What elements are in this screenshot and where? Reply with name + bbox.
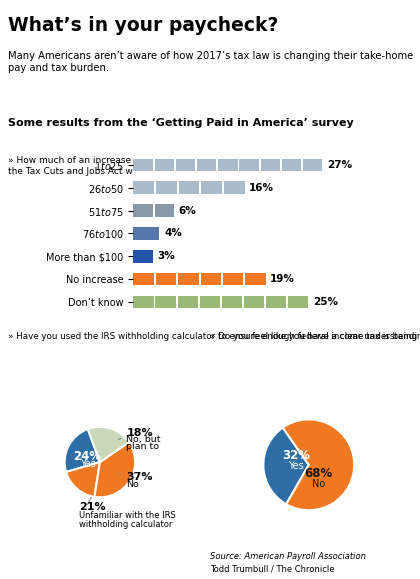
Text: » How much of an increase did you see in your take-home pay for each paycheck af: » How much of an increase did you see in… xyxy=(8,156,403,177)
Text: » Have you used the IRS withholding calculator to ensure enough federal income t: » Have you used the IRS withholding calc… xyxy=(8,332,420,340)
Text: Source: American Payroll Association: Source: American Payroll Association xyxy=(210,552,366,561)
Text: What’s in your paycheck?: What’s in your paycheck? xyxy=(8,16,279,35)
Text: Todd Trumbull / The Chronicle: Todd Trumbull / The Chronicle xyxy=(210,565,334,573)
Text: Some results from the ‘Getting Paid in America’ survey: Some results from the ‘Getting Paid in A… xyxy=(8,119,354,129)
Text: Many Americans aren’t aware of how 2017’s tax law is changing their take-home pa: Many Americans aren’t aware of how 2017’… xyxy=(8,52,414,73)
Text: » Do you feel like you have a clear understanding of the impact the Tax Cuts and: » Do you feel like you have a clear unde… xyxy=(210,332,420,340)
